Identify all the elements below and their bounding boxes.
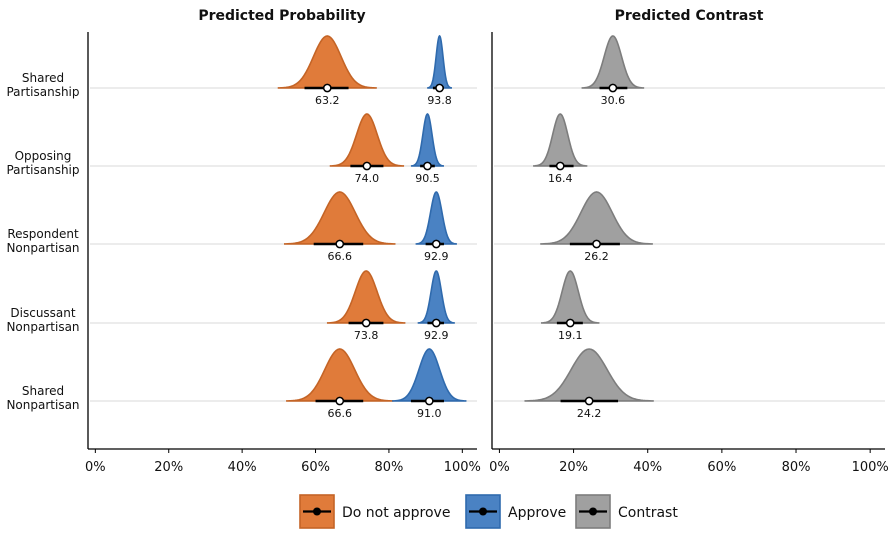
point-estimate [608,83,618,93]
density-ridge [410,113,445,167]
value-label: 30.6 [601,94,626,107]
category-label: Discussant Nonpartisan [6,306,79,334]
density-ridge [524,348,654,402]
point-estimate [565,318,575,328]
density-ridge [427,34,453,89]
density-ridge [417,270,455,324]
value-label: 66.6 [327,250,352,263]
panel-2: Predicted Contrast 0% 20% 40% 60% 80% 100% 30.6… [489,8,888,475]
point-estimate [431,239,441,249]
legend-item: Do not approve [299,494,450,529]
density-ridge [581,35,645,89]
category-label: Shared Partisanship [6,71,79,99]
x-tick-label: 100% [444,460,481,475]
value-label: 63.2 [315,94,340,107]
density-ridge [326,270,406,324]
x-tick-label: 0% [85,460,106,475]
point-estimate [423,161,432,171]
legend-point [589,507,597,516]
legend-point [479,507,487,516]
x-tick-label: 80% [374,460,403,475]
density-ridge [329,113,405,167]
value-label: 73.8 [354,329,379,342]
point-estimate [362,161,372,171]
chart-panels: Predicted Probability 0% 20% 40% 60% 80% 100% S… [6,8,888,475]
value-label: 66.6 [327,407,352,420]
x-tick-label: 100% [852,460,888,475]
x-tick-label: 40% [228,460,257,475]
value-label: 19.1 [558,329,583,342]
x-tick-label: 20% [154,460,183,475]
category-label: Shared Nonpartisan [6,384,79,412]
legend-label: Do not approve [342,505,450,521]
point-estimate [431,318,441,328]
value-label: 16.4 [548,172,573,185]
panel-1: Predicted Probability 0% 20% 40% 60% 80% 100% S… [6,8,480,475]
value-label: 26.2 [584,250,609,263]
category-label: Respondent Nonpartisan [6,227,79,255]
density-ridge [277,35,377,89]
category-label: Opposing Partisanship [6,149,79,177]
point-estimate [361,318,371,328]
point-estimate [584,396,594,406]
x-tick-label: 60% [707,460,736,475]
density-ridge [533,113,588,167]
x-tick-label: 60% [301,460,330,475]
series-contrast: 30.6 16.4 26.2 19.1 24.2 [524,35,654,420]
value-label: 91.0 [417,407,442,420]
point-estimate [435,83,444,93]
series-do-not-approve: 63.2 74.0 66.6 73.8 66.6 [277,35,406,420]
legend-label: Approve [508,505,566,521]
series-approve: 93.8 90.5 92.9 92.9 91.0 [392,34,467,420]
panel-title: Predicted Probability [198,8,365,24]
value-label: 90.5 [415,172,440,185]
x-tick-label: 20% [559,460,588,475]
density-ridge [283,191,396,245]
point-estimate [335,239,345,249]
density-ridge [392,348,467,402]
density-ridge [415,191,457,245]
density-ridge [540,270,600,324]
value-label: 93.8 [427,94,452,107]
value-label: 92.9 [424,250,449,263]
panel-title: Predicted Contrast [615,8,764,24]
x-tick-label: 40% [633,460,662,475]
legend-item: Contrast [575,494,678,529]
legend: Do not approve Approve Contrast [299,494,678,529]
legend-point [313,507,321,516]
point-estimate [335,396,345,406]
value-label: 74.0 [355,172,380,185]
point-estimate [592,239,601,249]
point-estimate [322,83,332,93]
value-label: 24.2 [577,407,602,420]
legend-label: Contrast [618,505,678,521]
legend-item: Approve [465,494,566,529]
point-estimate [555,161,565,171]
density-ridge [540,191,653,245]
x-tick-label: 0% [489,460,510,475]
value-label: 92.9 [424,329,449,342]
point-estimate [424,396,434,406]
x-tick-label: 80% [782,460,811,475]
density-ridge [286,348,394,402]
